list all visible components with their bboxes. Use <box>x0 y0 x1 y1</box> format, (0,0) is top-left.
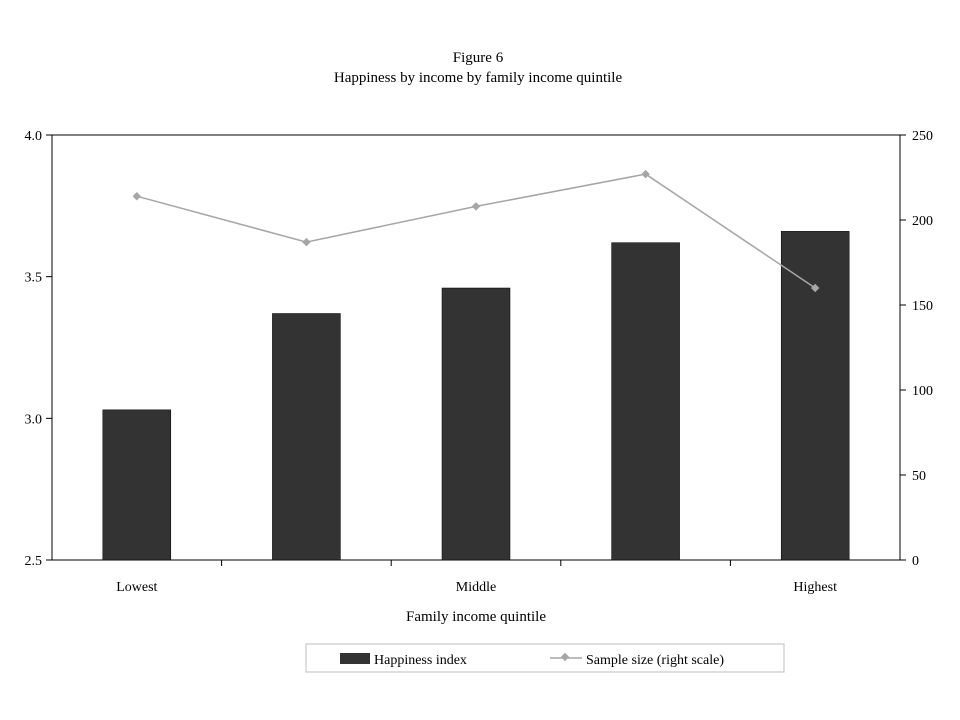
bar-series-group <box>102 231 850 561</box>
right-axis-tick-label: 150 <box>912 299 933 314</box>
legend-box <box>305 643 785 673</box>
x-axis-category-label: Highest <box>793 580 837 595</box>
x-axis-title: Family income quintile <box>406 609 546 625</box>
legend-swatch-marker <box>560 652 570 662</box>
right-axis-tick-label: 250 <box>912 129 933 144</box>
sample-size-point <box>302 237 311 247</box>
x-axis: Lowest Middle Highest <box>116 560 837 595</box>
right-axis-tick-label: 50 <box>912 469 926 484</box>
left-axis: 2.5 3.0 3.5 4.0 <box>25 129 52 569</box>
legend: Happiness index Sample size (right scale… <box>305 643 785 673</box>
right-axis: 0 50 100 150 200 250 <box>900 129 933 569</box>
left-axis-tick-label: 4.0 <box>25 129 43 144</box>
left-axis-tick-label: 3.5 <box>25 271 43 286</box>
bar <box>272 313 341 561</box>
sample-size-point <box>471 202 481 211</box>
chart-subtitle: Happiness by income by family income qui… <box>334 70 623 86</box>
left-axis-tick-label: 2.5 <box>25 554 43 569</box>
bar <box>102 409 172 561</box>
sample-size-line <box>136 173 816 289</box>
legend-label-sample-size: Sample size (right scale) <box>586 653 724 668</box>
chart-title: Figure 6 <box>453 50 504 66</box>
right-axis-tick-label: 0 <box>912 554 919 569</box>
x-axis-category-label: Middle <box>456 580 496 595</box>
right-axis-tick-label: 200 <box>912 214 933 229</box>
line-series-group <box>132 169 820 293</box>
bar <box>441 287 511 561</box>
legend-swatch-bar <box>340 653 370 664</box>
right-axis-tick-label: 100 <box>912 384 933 399</box>
bar <box>780 231 850 561</box>
legend-label-happiness: Happiness index <box>374 653 467 668</box>
x-axis-category-label: Lowest <box>116 580 157 595</box>
sample-size-point <box>132 191 142 201</box>
left-axis-tick-label: 3.0 <box>25 412 43 427</box>
sample-size-point <box>810 283 820 293</box>
bar <box>611 242 680 561</box>
sample-size-point <box>641 169 650 179</box>
